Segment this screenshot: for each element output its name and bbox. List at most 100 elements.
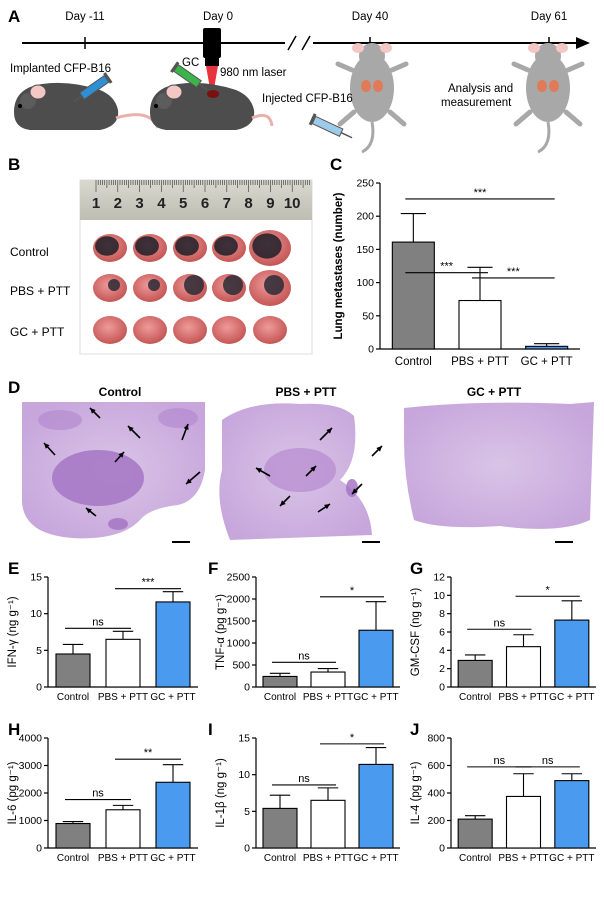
bar: [457, 818, 493, 849]
panel-c: C 0 50 100 150 200 250 Lung metastases (number…: [330, 155, 580, 368]
chart-ifn-gamma: 0 5 10 15 IFN-γ (ng g⁻¹) Control PBS + PTT GC +…: [7, 572, 198, 703]
significance-label: ns: [298, 650, 310, 662]
mouse-supine-illustration: [511, 43, 585, 154]
ruler-ticks: [95, 180, 310, 192]
ruler-number: 1: [92, 195, 100, 212]
metastasis-nodule: [148, 279, 160, 291]
histology-title: GC + PTT: [467, 385, 522, 399]
metastasis-nodule: [264, 275, 284, 295]
y-tick-label: 8: [439, 608, 445, 620]
x-tick-label: GC + PTT: [549, 692, 594, 703]
bar: [55, 822, 91, 849]
significance-label: *: [350, 585, 355, 597]
histology-title: PBS + PTT: [275, 385, 337, 399]
y-tick-label: 150: [356, 244, 374, 256]
implant-caption: Implanted CFP-B16: [10, 63, 111, 75]
panel-label-b: B: [8, 155, 20, 174]
arrow-head: [183, 424, 189, 430]
bar: [262, 675, 298, 688]
significance-label: *: [350, 732, 355, 744]
x-tick-label: GC + PTT: [353, 692, 398, 703]
significance-label: ns: [542, 755, 554, 767]
y-tick-label: 500: [232, 660, 250, 672]
laser-beam: [206, 66, 218, 100]
panel-label-e: E: [8, 559, 19, 578]
chart-gm-csf: 0 2 4 6 8 10 12 GM-CSF (ng g⁻¹) Control PBS + PTT…: [410, 572, 596, 703]
laser-device: [203, 28, 221, 100]
significance-label: *: [546, 584, 551, 596]
bar: [457, 659, 493, 688]
chart-il-4: 0 200 400 600 800 IL-4 (pg g⁻¹) Control PBS + P…: [410, 733, 596, 864]
lung-specimen: [133, 316, 167, 344]
histology-title: Control: [99, 385, 142, 399]
significance-label: ns: [92, 788, 104, 800]
arrow-head: [280, 500, 286, 506]
y-tick-label: 12: [433, 572, 445, 584]
significance-label: ***: [142, 577, 156, 589]
y-tick-label: 2: [439, 663, 445, 675]
x-tick-label: GC + PTT: [549, 853, 594, 864]
gc-syringe-icon: [170, 61, 208, 91]
y-tick-label: 4000: [19, 733, 43, 745]
metastasis-nodule: [223, 275, 243, 295]
analysis-caption-line: measurement: [441, 97, 512, 109]
ruler-number: 10: [284, 195, 301, 212]
day-label: Day 0: [203, 11, 233, 23]
axis-break-mark: [287, 35, 297, 51]
metastasis-nodule: [214, 236, 238, 256]
y-tick-label: 800: [427, 733, 445, 745]
y-tick-label: 6: [439, 627, 445, 639]
significance-label: ***: [474, 187, 488, 199]
axis-break-mark: [301, 35, 311, 51]
y-tick-label: 0: [439, 843, 445, 855]
panel-label-g: G: [410, 559, 423, 578]
bar: [262, 807, 298, 849]
significance-label: **: [144, 747, 153, 759]
bar: [554, 780, 590, 849]
arrow-head: [256, 468, 262, 473]
x-tick-label: Control: [264, 692, 296, 703]
row-label: GC + PTT: [10, 325, 65, 339]
histology-image: [404, 402, 594, 529]
day-label: Day 40: [352, 11, 388, 23]
lung-specimen: [212, 316, 246, 344]
x-tick-label: PBS + PTT: [303, 853, 353, 864]
lung-specimen: [93, 316, 127, 344]
x-tick-label: Control: [459, 692, 491, 703]
significance-label: ns: [92, 616, 104, 628]
bar: [55, 653, 91, 688]
arrow-head: [326, 428, 332, 434]
x-tick-label: PBS + PTT: [98, 692, 148, 703]
panel-label-a: A: [8, 7, 20, 26]
x-tick-label: PBS + PTT: [98, 853, 148, 864]
y-tick-label: 1000: [227, 638, 251, 650]
panel-a: A Day -11 Day 0 Day 40 Day 61 980 nm las…: [8, 7, 590, 154]
x-tick-label: Control: [395, 356, 432, 368]
x-tick-label: PBS + PTT: [498, 692, 548, 703]
significance-label: ***: [440, 261, 454, 273]
y-tick-label: 250: [356, 178, 374, 190]
y-tick-label: 10: [433, 590, 445, 602]
ruler-number: 7: [223, 195, 231, 212]
x-tick-label: GC + PTT: [353, 853, 398, 864]
y-tick-label: 15: [30, 572, 42, 584]
arrow-head: [118, 452, 124, 458]
day-label: Day -11: [65, 11, 104, 23]
arrow-head: [44, 443, 50, 449]
bar: [358, 763, 394, 849]
y-tick-label: 0: [36, 682, 42, 694]
ruler-number: 3: [135, 195, 143, 212]
y-tick-label: 200: [356, 211, 374, 223]
arrow-head: [324, 504, 330, 510]
arrow-head: [310, 466, 316, 472]
syringe-icon: [308, 113, 353, 139]
bar: [505, 646, 542, 688]
bar: [310, 799, 346, 849]
day-label: Day 61: [531, 11, 567, 23]
x-tick-label: GC + PTT: [150, 692, 195, 703]
histology-arrows: [43, 407, 383, 517]
y-tick-label: 0: [244, 843, 250, 855]
y-axis-label: IL-1β (ng g⁻¹): [215, 758, 227, 828]
arrow-head: [352, 488, 358, 494]
